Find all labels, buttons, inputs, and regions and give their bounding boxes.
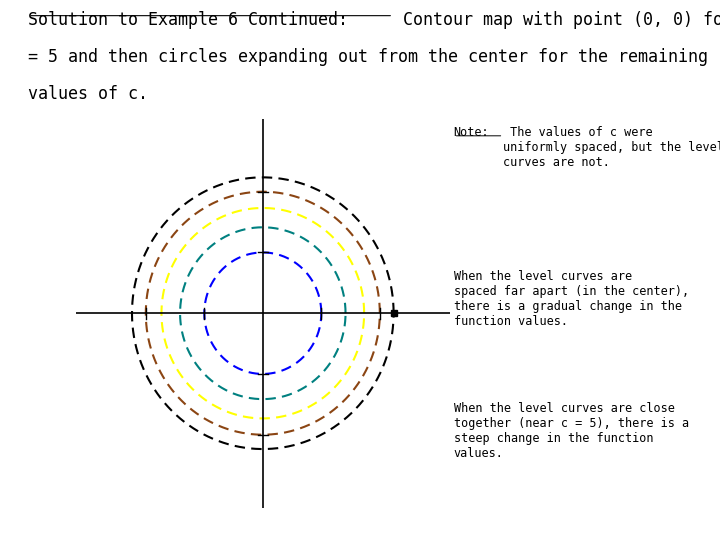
Text: values of c.: values of c. — [28, 85, 148, 104]
Text: When the level curves are
spaced far apart (in the center),
there is a gradual c: When the level curves are spaced far apa… — [454, 270, 689, 328]
Text: The values of c were
uniformly spaced, but the level
curves are not.: The values of c were uniformly spaced, b… — [503, 126, 720, 170]
Text: When the level curves are close
together (near c = 5), there is a
steep change i: When the level curves are close together… — [454, 402, 689, 460]
Text: = 5 and then circles expanding out from the center for the remaining: = 5 and then circles expanding out from … — [28, 49, 708, 66]
Text: Contour map with point (0, 0) for c: Contour map with point (0, 0) for c — [393, 10, 720, 29]
Text: Solution to Example 6 Continued:: Solution to Example 6 Continued: — [28, 10, 348, 29]
Text: Note:: Note: — [454, 126, 489, 139]
